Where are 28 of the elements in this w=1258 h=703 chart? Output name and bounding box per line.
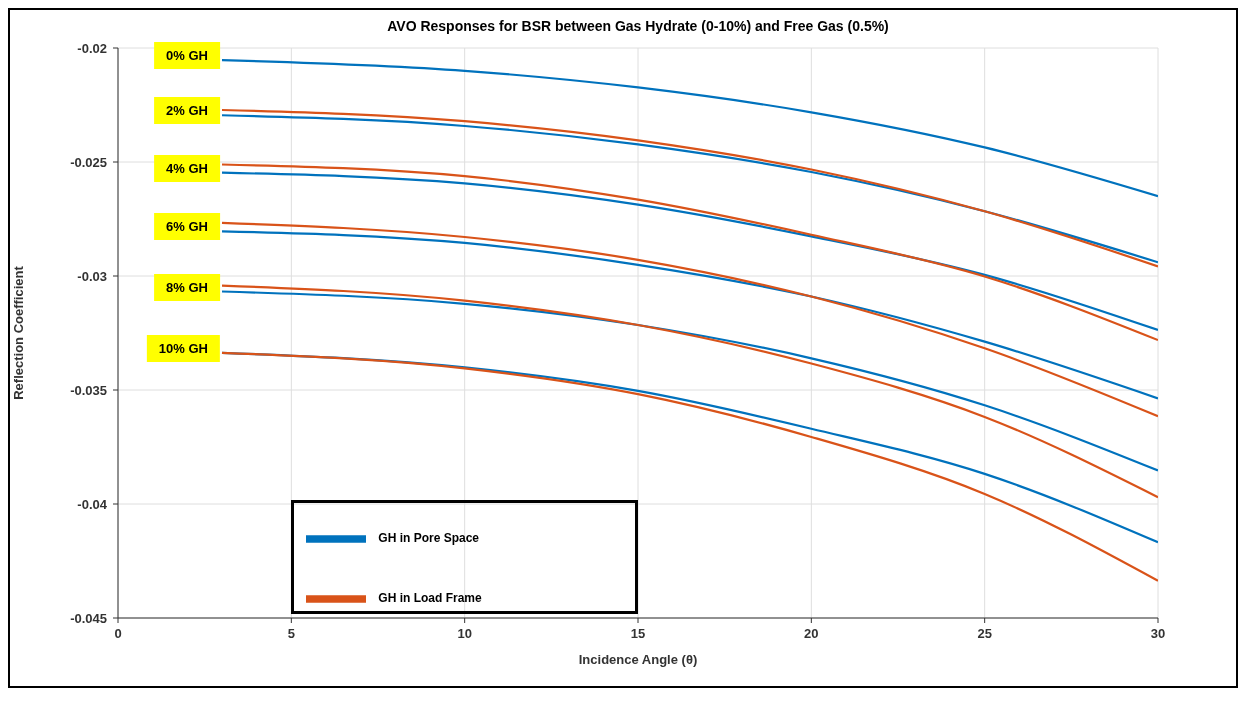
line-series xyxy=(220,58,1158,198)
x-tick-label: 10 xyxy=(457,626,472,642)
annotation: 8% GH xyxy=(154,273,220,301)
y-tick-label: -0.025 xyxy=(70,154,107,170)
annotation: 6% GH xyxy=(154,213,220,241)
annotation: 2% GH xyxy=(154,97,220,125)
y-tick-label: -0.035 xyxy=(70,382,107,398)
line-series xyxy=(220,290,1158,472)
line-series xyxy=(220,284,1158,499)
x-tick-label: 30 xyxy=(1150,626,1166,642)
x-axis-title: Incidence Angle (θ) xyxy=(578,652,698,667)
x-tick-label: 5 xyxy=(287,626,295,642)
y-tick-label: -0.045 xyxy=(70,610,107,626)
x-tick-label: 25 xyxy=(977,626,992,642)
y-tick-label: -0.02 xyxy=(77,40,107,56)
legend-label: GH in Pore Space xyxy=(378,531,480,546)
chart-title: AVO Responses for BSR between Gas Hydrate (0-10%) and Free Gas (0.5%) xyxy=(386,18,890,34)
line-series xyxy=(220,351,1158,582)
x-tick-label: 20 xyxy=(804,626,819,642)
legend-label: GH in Load Frame xyxy=(378,591,482,606)
y-tick-label: -0.03 xyxy=(77,268,107,284)
annotation: 10% GH xyxy=(146,334,220,362)
y-tick-label: -0.04 xyxy=(77,496,108,512)
y-axis-title: Reflection Coefficient xyxy=(10,265,26,400)
annotation: 0% GH xyxy=(154,42,220,70)
x-tick-label: 0 xyxy=(114,626,122,642)
x-tick-label: 15 xyxy=(630,626,646,642)
annotation: 4% GH xyxy=(154,154,220,182)
